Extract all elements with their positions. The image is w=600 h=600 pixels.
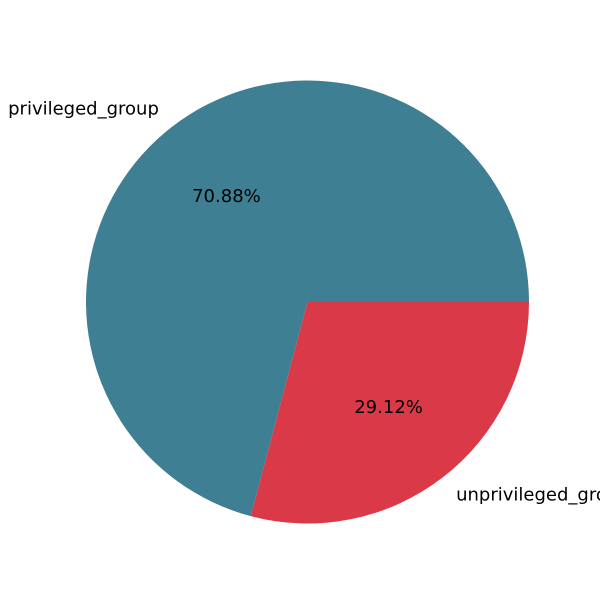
slice-label-privileged-group: privileged_group — [8, 98, 159, 119]
slice-percent-privileged-group: 70.88% — [192, 186, 261, 207]
pie-slice-unprivileged-group — [250, 302, 529, 524]
pie-slice-privileged-group — [85, 80, 529, 517]
labels-layer: privileged_group 70.88% unprivileged_group… — [8, 98, 600, 505]
slice-label-unprivileged-group: unprivileged_group — [456, 485, 600, 506]
slices-layer — [85, 80, 529, 524]
slice-percent-unprivileged-group: 29.12% — [354, 397, 423, 418]
